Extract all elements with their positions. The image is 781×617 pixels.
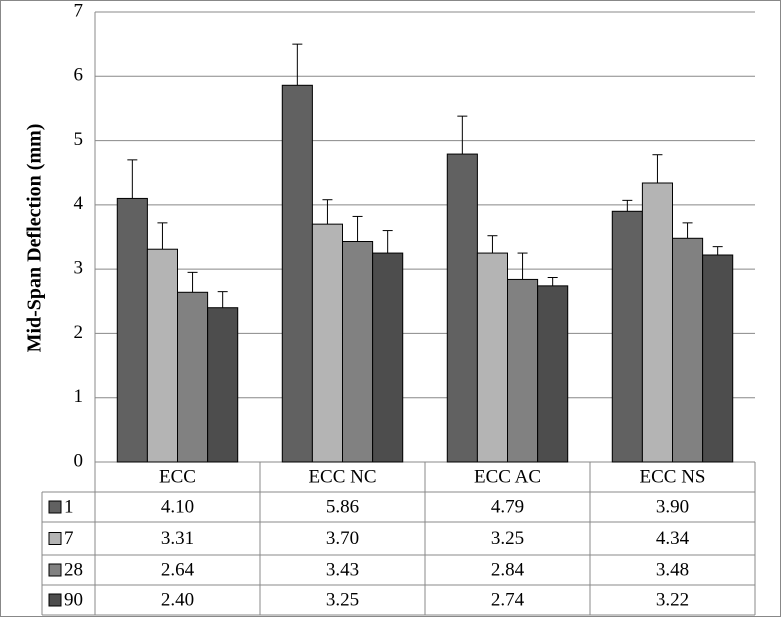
bar bbox=[672, 237, 704, 463]
bar bbox=[446, 153, 478, 463]
x-tick-label: ECC NC bbox=[308, 466, 376, 487]
y-tick-label: 1 bbox=[74, 386, 84, 407]
bar bbox=[146, 248, 178, 463]
table-value: 3.90 bbox=[656, 496, 689, 517]
bar bbox=[177, 291, 209, 463]
table-value: 4.34 bbox=[656, 528, 690, 549]
x-tick-label: ECC AC bbox=[474, 466, 541, 487]
legend-label: 90 bbox=[64, 589, 83, 610]
legend-key bbox=[48, 532, 62, 545]
table-value: 2.64 bbox=[161, 559, 195, 580]
table-value: 3.22 bbox=[656, 589, 689, 610]
bar bbox=[611, 210, 643, 463]
y-tick-label: 2 bbox=[74, 322, 84, 343]
table-value: 5.86 bbox=[326, 496, 359, 517]
y-tick-label: 5 bbox=[74, 129, 84, 150]
legend-key bbox=[48, 563, 62, 577]
legend-key bbox=[48, 500, 62, 514]
y-tick-label: 6 bbox=[74, 65, 84, 86]
legend-key bbox=[48, 593, 62, 607]
bar bbox=[641, 182, 674, 463]
bar bbox=[507, 278, 539, 463]
bar bbox=[537, 285, 569, 463]
table-value: 3.25 bbox=[491, 528, 524, 549]
y-tick-label: 4 bbox=[74, 193, 84, 214]
table-value: 2.40 bbox=[161, 589, 194, 610]
bar bbox=[372, 252, 404, 463]
table-value: 3.25 bbox=[326, 589, 359, 610]
y-tick-label: 3 bbox=[74, 258, 84, 279]
table-value: 2.74 bbox=[491, 589, 525, 610]
x-tick-label: ECC NS bbox=[640, 466, 706, 487]
table-value: 3.43 bbox=[326, 559, 359, 580]
x-tick-label: ECC bbox=[159, 466, 196, 487]
bar bbox=[342, 241, 374, 463]
legend-label: 28 bbox=[64, 559, 83, 580]
legend-label: 1 bbox=[64, 496, 74, 517]
bar bbox=[702, 254, 734, 463]
legend-label: 7 bbox=[64, 528, 74, 549]
bar bbox=[207, 307, 239, 463]
table-value: 3.31 bbox=[161, 528, 194, 549]
table-value: 4.79 bbox=[491, 496, 524, 517]
bar bbox=[476, 252, 509, 463]
table-value: 2.84 bbox=[491, 559, 525, 580]
table-value: 4.10 bbox=[161, 496, 194, 517]
y-axis-label: Mid-Span Deflection (mm) bbox=[24, 124, 46, 353]
table-value: 3.70 bbox=[326, 528, 359, 549]
y-tick-label: 7 bbox=[74, 0, 84, 21]
bar bbox=[311, 223, 344, 463]
bar bbox=[116, 197, 148, 463]
table-value: 3.48 bbox=[656, 559, 689, 580]
bar bbox=[281, 84, 313, 463]
y-tick-label: 0 bbox=[74, 450, 84, 471]
